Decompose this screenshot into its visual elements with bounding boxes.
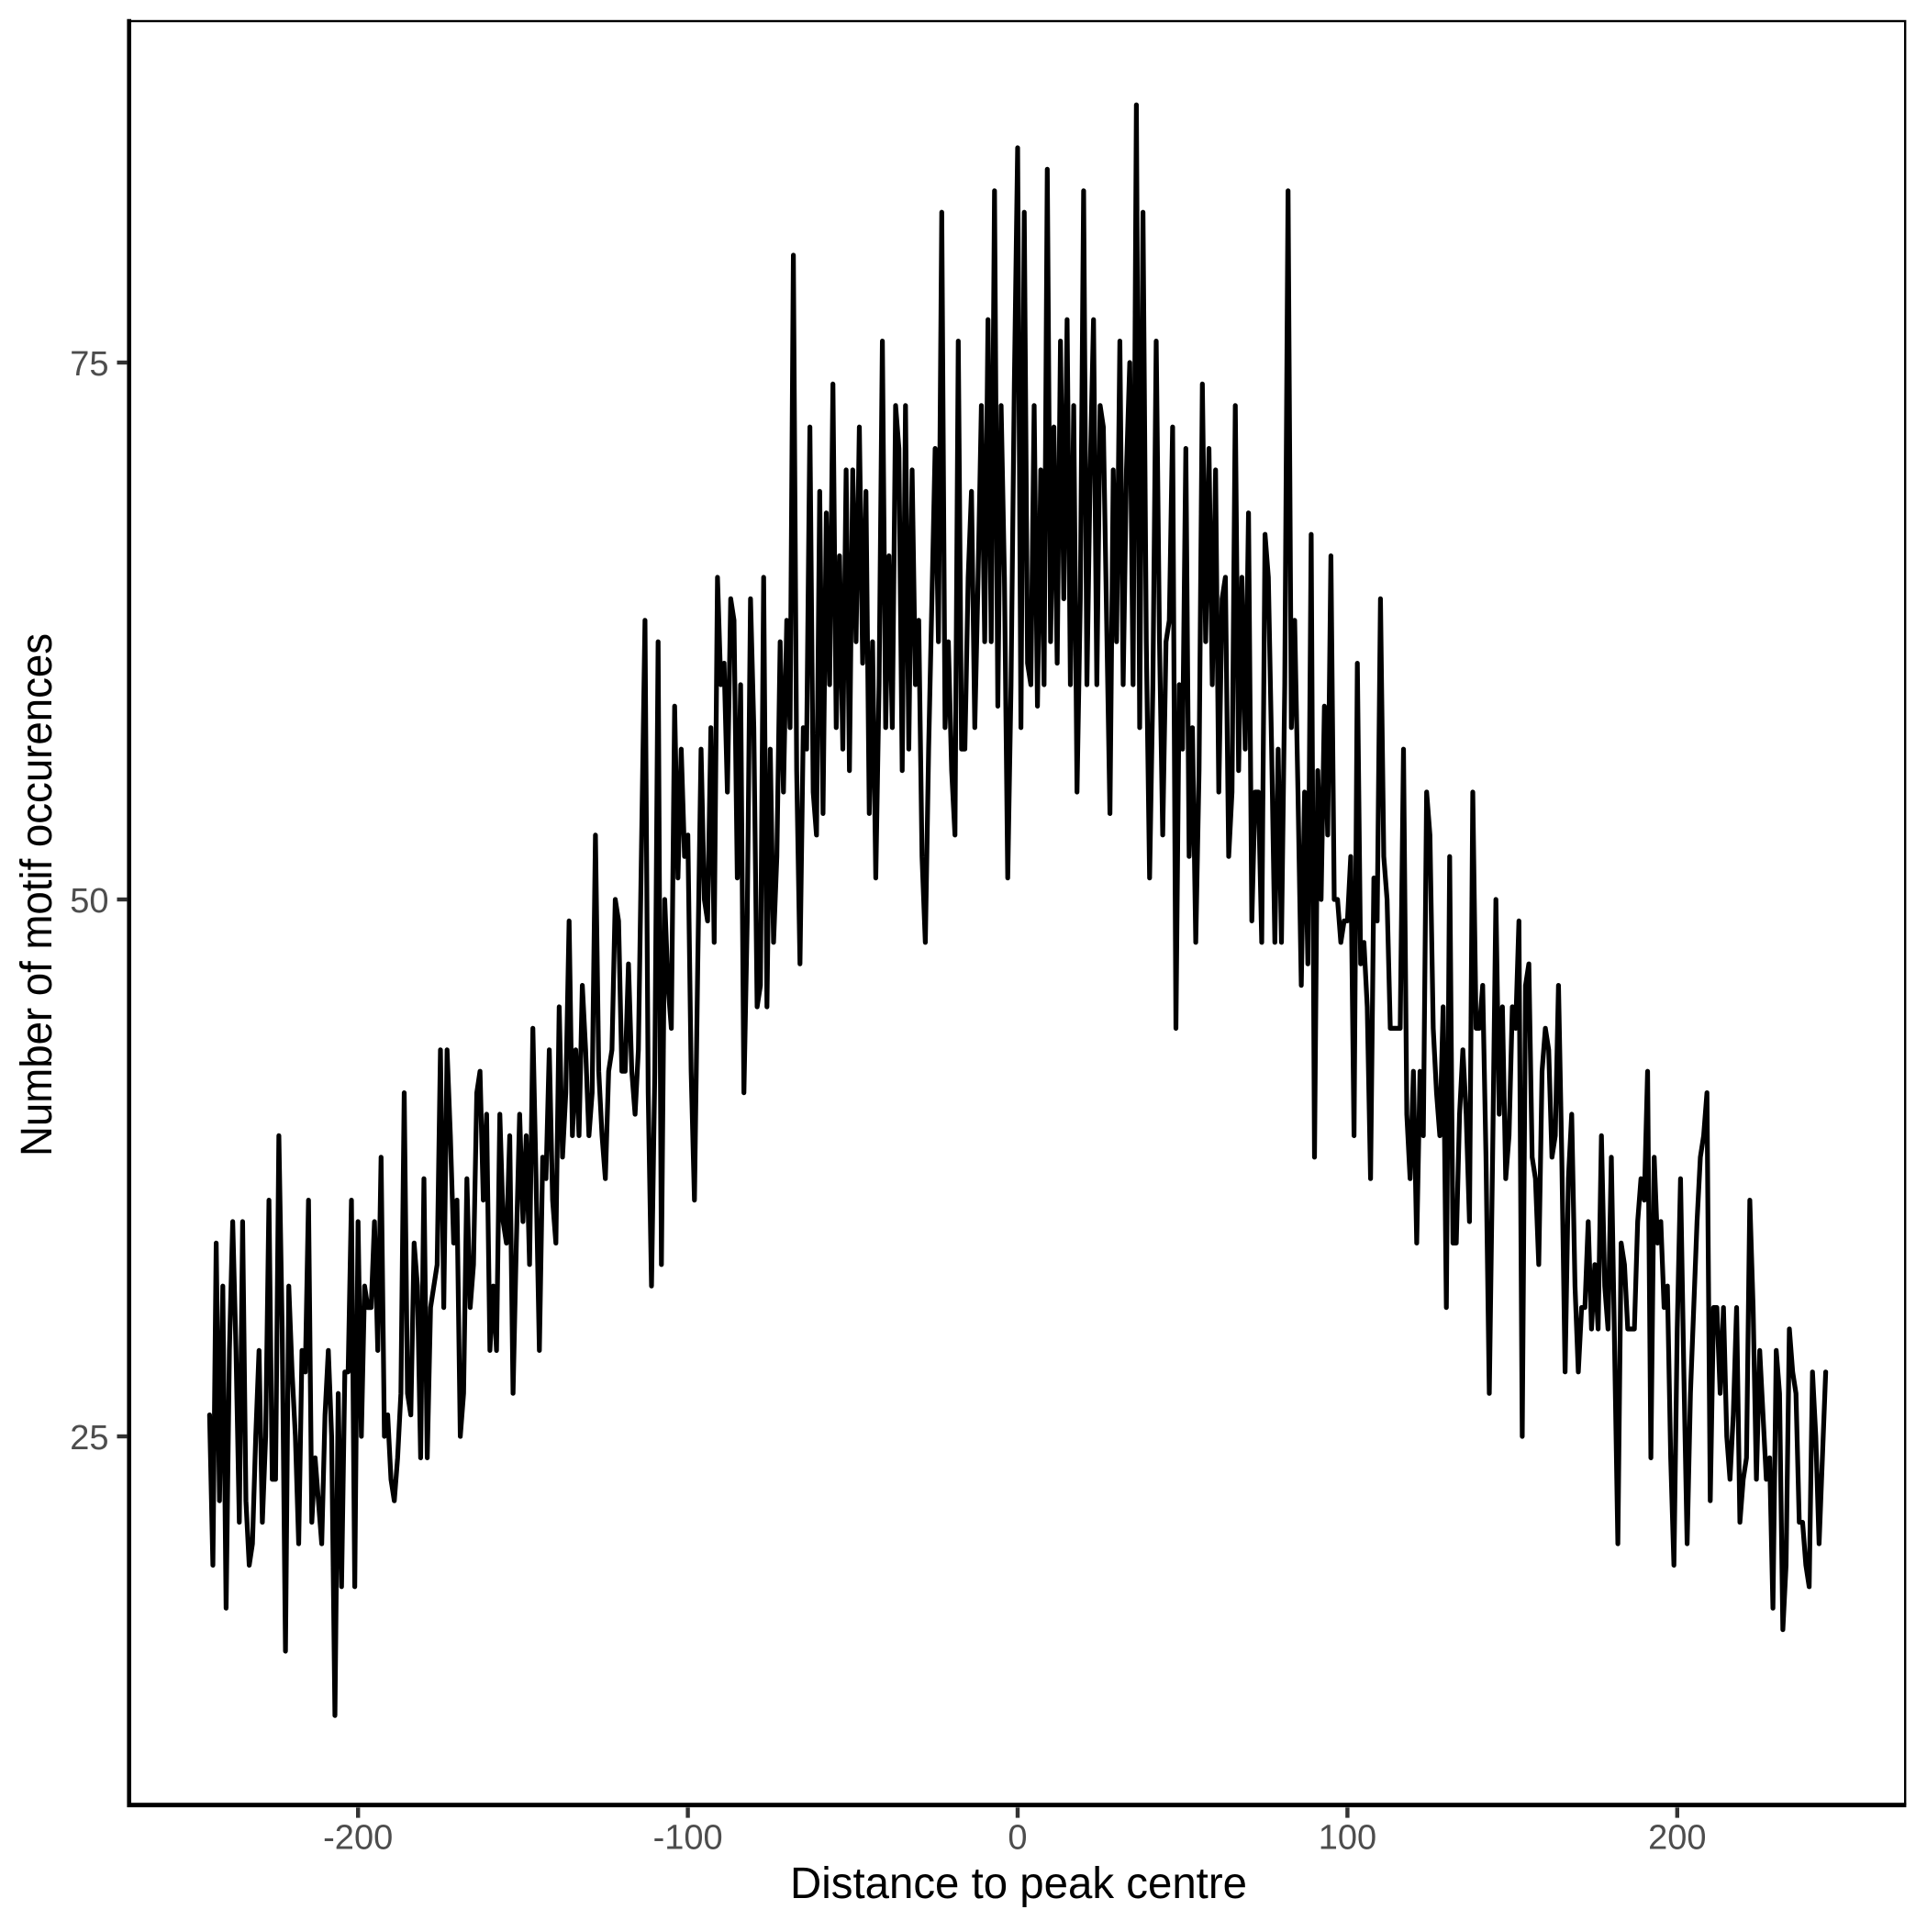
svg-text:0: 0 xyxy=(1008,1819,1027,1858)
svg-text:75: 75 xyxy=(70,345,108,384)
svg-text:-100: -100 xyxy=(653,1819,723,1858)
svg-text:Number of motif occurences: Number of motif occurences xyxy=(13,633,61,1156)
svg-text:200: 200 xyxy=(1648,1819,1706,1858)
svg-text:25: 25 xyxy=(70,1419,108,1457)
svg-text:-200: -200 xyxy=(323,1819,393,1858)
svg-text:50: 50 xyxy=(70,882,108,921)
svg-text:Distance to peak centre: Distance to peak centre xyxy=(790,1859,1247,1908)
svg-text:100: 100 xyxy=(1319,1819,1376,1858)
